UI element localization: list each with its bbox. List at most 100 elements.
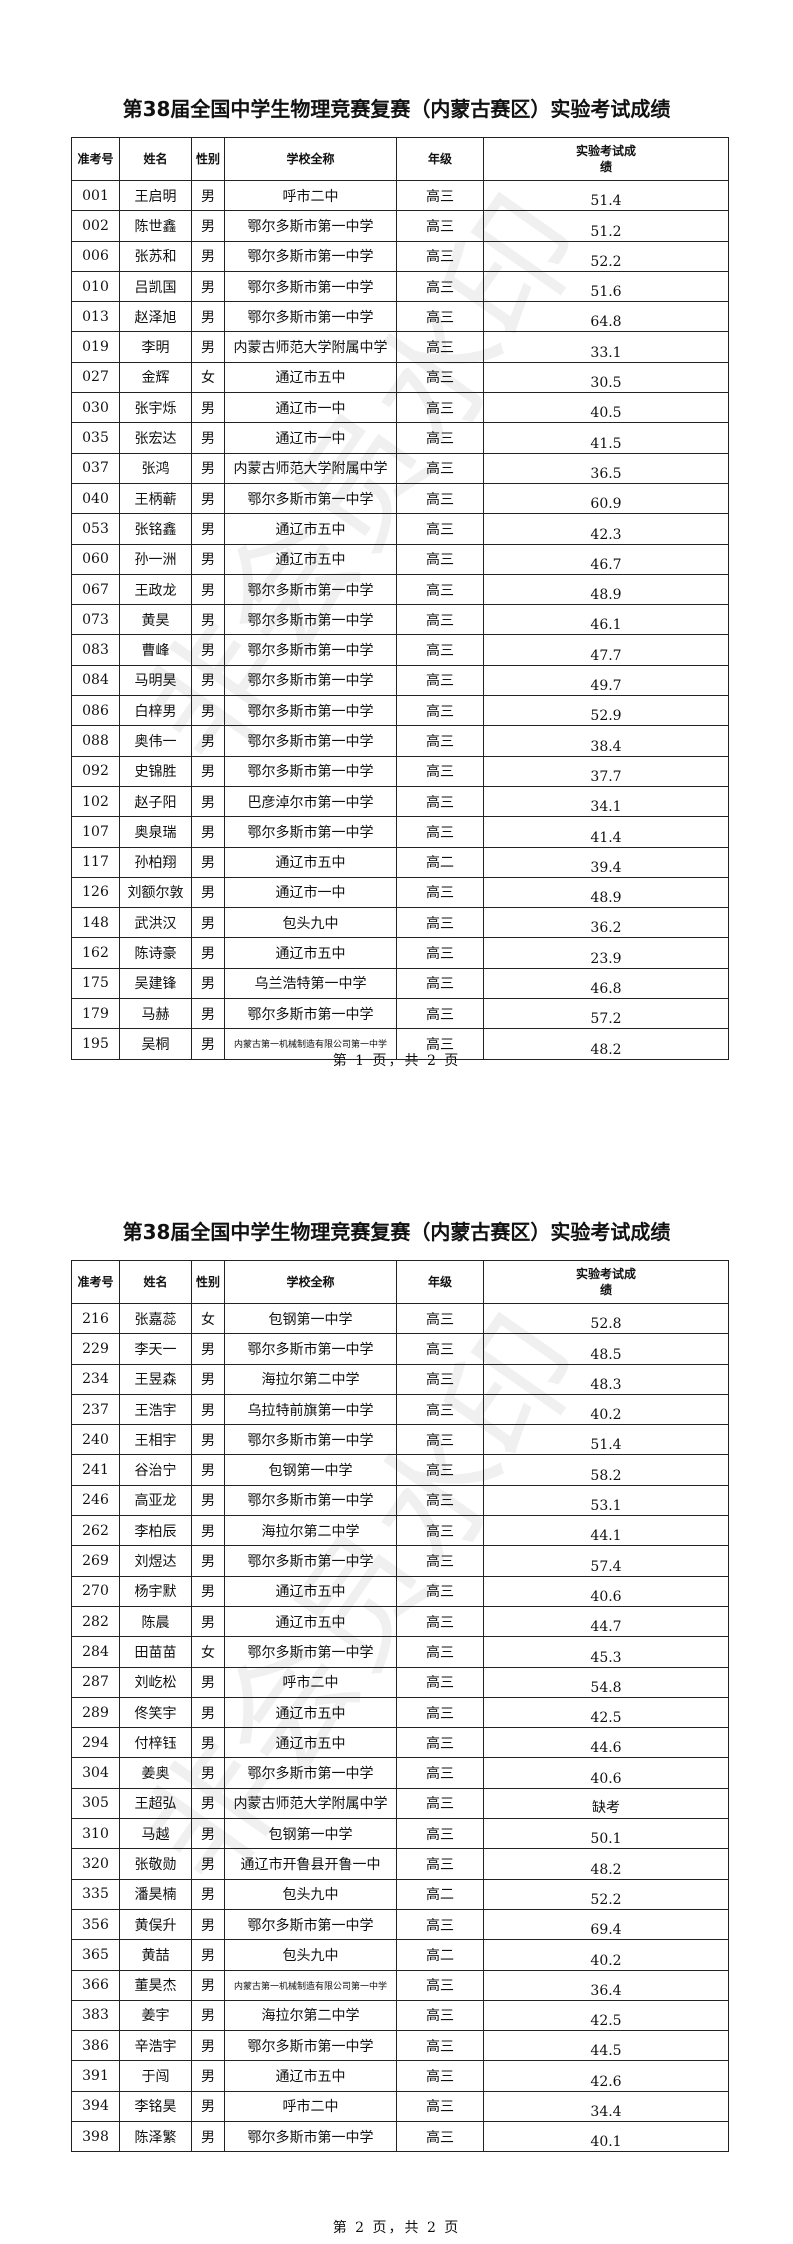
table-row: 037 张鸿男内蒙古师范大学附属中学 高三 36.5 (71, 452, 729, 484)
cell-school: 通辽市五中 (224, 1575, 397, 1607)
cell-name: 张鸿 (119, 452, 192, 484)
cell-exam-id: 398 (71, 2121, 120, 2153)
cell-gender: 男 (191, 1787, 225, 1820)
cell-school: 呼市二中 (224, 2090, 397, 2123)
cell-name: 杨宇默 (119, 1575, 192, 1607)
cell-school: 鄂尔多斯市第一中学 (224, 1908, 397, 1941)
cell-name: 王超弘 (119, 1787, 192, 1820)
cell-exam-id: 366 (71, 1969, 120, 2001)
cell-score: 51.4 (483, 179, 729, 212)
cell-exam-id: 246 (71, 1484, 120, 1517)
cell-grade: 高三 (396, 301, 484, 333)
cell-grade: 高三 (396, 2030, 484, 2062)
cell-exam-id: 365 (71, 1939, 120, 1971)
cell-score: 48.2 (483, 1848, 729, 1880)
cell-school: 鄂尔多斯市第一中学 (224, 1636, 397, 1668)
cell-exam-id: 391 (71, 2060, 120, 2092)
cell-gender: 男 (191, 876, 225, 909)
cell-exam-id: 195 (71, 1028, 120, 1060)
cell-grade: 高三 (396, 240, 484, 272)
cell-school: 鄂尔多斯市第一中学 (224, 755, 397, 787)
cell-school: 鄂尔多斯市第一中学 (224, 1484, 397, 1517)
cell-gender: 男 (191, 573, 225, 606)
cell-grade: 高三 (396, 210, 484, 242)
cell-gender: 男 (191, 1727, 225, 1759)
cell-school: 通辽市五中 (224, 1696, 397, 1729)
cell-school: 包钢第一中学 (224, 1454, 397, 1486)
cell-score: 48.9 (483, 876, 729, 909)
table-row: 001 王启明男呼市二中 高三 51.4 (71, 179, 729, 212)
cell-exam-id: 305 (71, 1787, 120, 1820)
cell-name: 王启明 (119, 179, 192, 212)
column-header-score: 实验考试成绩 (483, 137, 729, 181)
cell-school: 包头九中 (224, 1878, 397, 1910)
cell-name: 刘额尔敦 (119, 876, 192, 909)
cell-exam-id: 035 (71, 422, 120, 454)
cell-exam-id: 270 (71, 1575, 120, 1607)
cell-score: 48.9 (483, 573, 729, 606)
cell-score: 64.8 (483, 301, 729, 333)
cell-grade: 高三 (396, 1636, 484, 1668)
cell-name: 姜宇 (119, 1999, 192, 2032)
cell-score: 40.1 (483, 2121, 729, 2153)
table-row: 237 王浩宇男乌拉特前旗第一中学 高三 40.2 (71, 1393, 729, 1426)
cell-score: 60.9 (483, 482, 729, 515)
cell-name: 于闯 (119, 2060, 192, 2092)
cell-grade: 高三 (396, 1393, 484, 1426)
cell-score: 40.2 (483, 1939, 729, 1971)
cell-gender: 男 (191, 543, 225, 575)
cell-school: 通辽市五中 (224, 513, 397, 545)
cell-exam-id: 179 (71, 998, 120, 1030)
cell-school: 鄂尔多斯市第一中学 (224, 240, 397, 272)
table-row: 107 奥泉瑞男鄂尔多斯市第一中学 高三 41.4 (71, 816, 729, 848)
table-row: 035 张宏达男通辽市一中 高三 41.5 (71, 422, 729, 454)
table-row: 040 王柄蕲男鄂尔多斯市第一中学 高三 60.9 (71, 482, 729, 515)
cell-gender: 男 (191, 2060, 225, 2092)
table-row: 053 张铭鑫男通辽市五中 高三 42.3 (71, 513, 729, 545)
cell-gender: 男 (191, 422, 225, 454)
cell-gender: 男 (191, 210, 225, 242)
table-row: 229 李天一男鄂尔多斯市第一中学 高三 48.5 (71, 1333, 729, 1365)
cell-gender: 女 (191, 1636, 225, 1668)
cell-score: 41.5 (483, 422, 729, 454)
cell-score: 44.7 (483, 1605, 729, 1638)
cell-exam-id: 289 (71, 1696, 120, 1729)
cell-grade: 高三 (396, 1999, 484, 2032)
cell-score: 40.5 (483, 392, 729, 424)
cell-score: 46.7 (483, 543, 729, 575)
cell-school: 通辽市五中 (224, 361, 397, 394)
cell-score: 41.4 (483, 816, 729, 848)
cell-score: 42.5 (483, 1999, 729, 2032)
cell-name: 赵子阳 (119, 785, 192, 818)
cell-gender: 男 (191, 1363, 225, 1395)
cell-exam-id: 335 (71, 1878, 120, 1910)
cell-score: 40.6 (483, 1757, 729, 1789)
table-row: 270 杨宇默男通辽市五中 高三 40.6 (71, 1575, 729, 1607)
cell-score: 40.6 (483, 1575, 729, 1607)
table-row: 289 佟笑宇男通辽市五中 高三 42.5 (71, 1696, 729, 1729)
cell-name: 高亚龙 (119, 1484, 192, 1517)
cell-exam-id: 394 (71, 2090, 120, 2123)
cell-name: 付梓钰 (119, 1727, 192, 1759)
cell-school: 鄂尔多斯市第一中学 (224, 725, 397, 757)
table-row: 287 刘屹松男呼市二中 高三 54.8 (71, 1666, 729, 1698)
cell-score: 34.4 (483, 2090, 729, 2123)
cell-name: 奥泉瑞 (119, 816, 192, 848)
cell-exam-id: 073 (71, 604, 120, 636)
table-row: 148 武洪汉男包头九中 高三 36.2 (71, 907, 729, 939)
cell-score: 37.7 (483, 755, 729, 787)
cell-gender: 男 (191, 270, 225, 303)
page-2: 第38届全国中学生物理竞赛复赛（内蒙古赛区）实验考试成绩 准考号 姓名 性别 学校全称… (0, 1120, 793, 2244)
cell-school: 通辽市五中 (224, 937, 397, 969)
cell-grade: 高三 (396, 1515, 484, 1547)
cell-exam-id: 117 (71, 846, 120, 878)
cell-score: 44.5 (483, 2030, 729, 2062)
cell-grade: 高三 (396, 998, 484, 1030)
table-row: 162 陈诗豪男通辽市五中 高三 23.9 (71, 937, 729, 969)
cell-exam-id: 083 (71, 634, 120, 666)
column-header-school: 学校全称 (224, 137, 397, 181)
cell-gender: 女 (191, 1302, 225, 1335)
cell-grade: 高三 (396, 1908, 484, 1941)
table-row: 294 付梓钰男通辽市五中 高三 44.6 (71, 1727, 729, 1759)
cell-school: 通辽市五中 (224, 2060, 397, 2092)
